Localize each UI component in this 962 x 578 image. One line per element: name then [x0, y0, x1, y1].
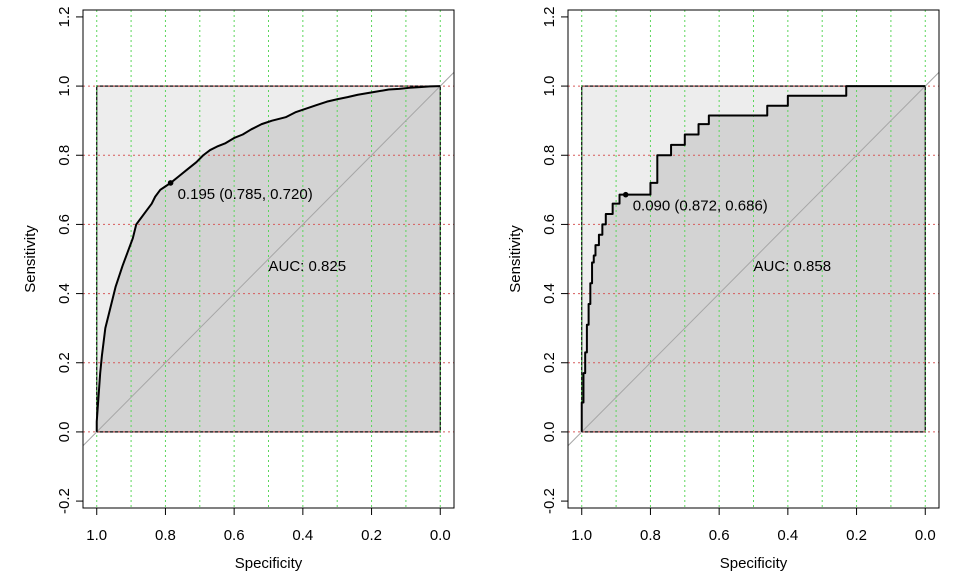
threshold-label: 0.195 (0.785, 0.720) [178, 186, 313, 203]
y-tick-label: 1.0 [56, 76, 73, 97]
y-tick-label: 1.0 [541, 76, 558, 97]
x-tick-label: 0.2 [846, 527, 867, 544]
y-tick-label: 1.2 [541, 6, 558, 27]
threshold-label: 0.090 (0.872, 0.686) [633, 198, 768, 215]
plot-frame [82, 9, 455, 509]
x-tick-label: 1.0 [571, 527, 592, 544]
x-tick-label: 0.6 [224, 527, 245, 544]
plot-frame [567, 9, 940, 509]
roc-panel-1: 0.195 (0.785, 0.720) AUC: 0.825 1.0 0.8 0.6 0… [22, 6, 455, 572]
x-axis-title: Specificity [720, 555, 788, 572]
x-tick-label: 0.8 [640, 527, 661, 544]
auc-label: AUC: 0.825 [269, 258, 347, 275]
chance-diagonal-line [568, 71, 939, 447]
threshold-point [167, 180, 174, 186]
y-tick-label: 1.2 [56, 6, 73, 27]
x-tick-label: 0.4 [777, 527, 798, 544]
x-tick-label: 0.0 [430, 527, 451, 544]
y-tick-label: 0.8 [541, 145, 558, 166]
y-axis-title: Sensitivity [507, 225, 524, 293]
x-tick-label: 1.0 [86, 527, 107, 544]
x-tick-label: 0.8 [155, 527, 176, 544]
y-tick-label: 0.2 [541, 352, 558, 373]
x-tick-label: 0.0 [915, 527, 936, 544]
y-tick-label: 0.2 [56, 352, 73, 373]
y-tick-label: 0.0 [56, 421, 73, 442]
y-tick-label: -0.2 [56, 488, 73, 514]
roc-curve-line [95, 85, 441, 432]
x-axis-title: Specificity [235, 555, 303, 572]
y-tick-label: 0.0 [541, 421, 558, 442]
y-tick-label: -0.2 [541, 488, 558, 514]
y-tick-label: 0.8 [56, 145, 73, 166]
x-tick-label: 0.4 [292, 527, 313, 544]
y-tick-label: 0.6 [56, 214, 73, 235]
y-tick-label: 0.6 [541, 214, 558, 235]
roc-curve-line [580, 85, 926, 432]
auc-label: AUC: 0.858 [754, 258, 832, 275]
y-axis-title: Sensitivity [22, 225, 39, 293]
threshold-point [622, 191, 629, 198]
y-tick-label: 0.4 [541, 283, 558, 304]
chance-diagonal-line [83, 71, 454, 447]
y-tick-label: 0.4 [56, 283, 73, 304]
x-tick-label: 0.6 [709, 527, 730, 544]
roc-panel-2: 0.090 (0.872, 0.686) AUC: 0.858 1.0 0.8 0.6 0… [507, 6, 940, 572]
x-tick-label: 0.2 [361, 527, 382, 544]
